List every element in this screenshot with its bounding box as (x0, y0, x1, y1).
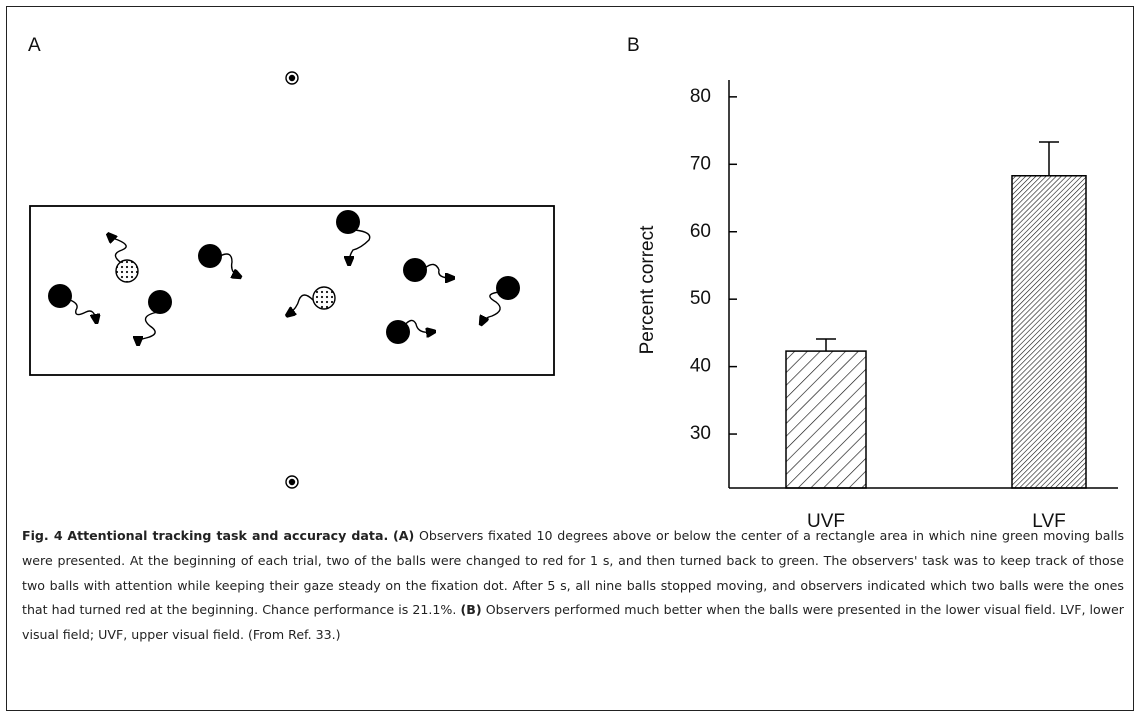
caption: Fig. 4 Attentional tracking task and acc… (22, 524, 1124, 648)
x-tick-label: LVF (1032, 511, 1065, 532)
caption-text: Observers performed much better when the… (22, 602, 1124, 643)
tracking-diagram (29, 71, 555, 489)
y-tick-label: 60 (690, 221, 711, 242)
figure-frame (6, 6, 1134, 711)
y-axis-label: Percent correct (637, 225, 658, 355)
caption-title: Attentional tracking task and accuracy d… (67, 528, 389, 543)
y-tick-label: 70 (690, 153, 711, 174)
y-tick-label: 80 (690, 86, 711, 107)
y-tick-label: 30 (690, 423, 711, 444)
y-tick-label: 40 (690, 356, 711, 377)
part-label: (A) (392, 528, 415, 543)
x-tick-label: UVF (807, 511, 845, 532)
caption-text: Observers fixated 10 degrees above or be… (22, 528, 1125, 618)
bar (1011, 175, 1087, 489)
part-label: (B) (460, 602, 482, 618)
panel-label: B (627, 35, 640, 56)
figure-label: Fig. 4 (22, 528, 63, 543)
bar (785, 350, 867, 489)
panel-label: A (28, 35, 41, 56)
y-tick-label: 50 (690, 288, 711, 309)
